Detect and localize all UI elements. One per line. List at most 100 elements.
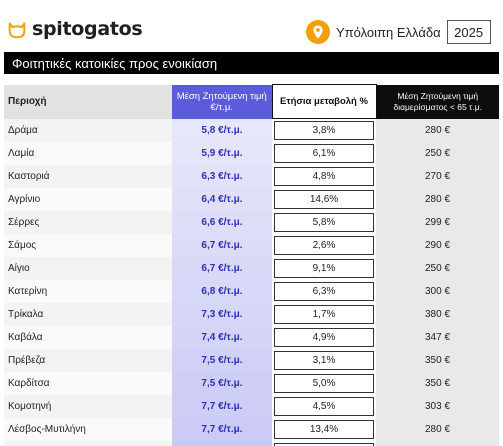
cell-area: Κομοτηνή [4, 395, 172, 418]
table-row: Τρίκαλα 7,3 €/τ.μ. 1,7% 380 € [4, 303, 499, 326]
region-label: Υπόλοιπη Ελλάδα [336, 24, 441, 40]
cell-max-price: 299 € [376, 211, 499, 234]
column-header-change: Ετήσια μεταβολή % [271, 84, 377, 119]
table-row: Καρδίτσα 7,5 €/τ.μ. 5,0% 350 € [4, 372, 499, 395]
brand-logo[interactable]: spitogatos [6, 16, 143, 42]
change-value: 13,4% [274, 420, 374, 439]
table-header-row: Περιοχή Μέση Ζητούμενη τιμή €/τ.μ. Ετήσι… [4, 84, 499, 119]
cell-max-price: 300 € [376, 280, 499, 303]
cell-area: Λαμία [4, 142, 172, 165]
table-row: Σέρρες 6,6 €/τ.μ. 5,8% 299 € [4, 211, 499, 234]
cell-price: 6,7 €/τ.μ. [172, 234, 272, 257]
table-row: Κατερίνη 6,8 €/τ.μ. 6,3% 300 € [4, 280, 499, 303]
column-header-price: Μέση Ζητούμενη τιμή €/τ.μ. [172, 84, 272, 119]
table-row: Αίγιο 6,7 €/τ.μ. 9,1% 250 € [4, 257, 499, 280]
brand-name: spitogatos [32, 18, 143, 40]
cell-max-price: 350 € [376, 441, 499, 446]
cell-max-price: 380 € [376, 303, 499, 326]
table-body: Δράμα 5,8 €/τ.μ. 3,8% 280 € Λαμία 5,9 €/τ.μ. 6… [4, 118, 499, 446]
change-value: 5,0% [274, 374, 374, 393]
cell-max-price: 290 € [376, 234, 499, 257]
cell-area: Τρίκαλα [4, 303, 172, 326]
cell-max-price: 303 € [376, 395, 499, 418]
cell-max-price: 350 € [376, 349, 499, 372]
cell-price: 7,3 €/τ.μ. [172, 303, 272, 326]
table-row: Αγρίνιο 6,4 €/τ.μ. 14,6% 280 € [4, 188, 499, 211]
cell-area: Σέρρες [4, 211, 172, 234]
cell-change: 18,0% [272, 441, 376, 446]
change-value: 3,8% [274, 121, 374, 140]
column-header-max-price: Μέση Ζητούμενη τιμή διαμερίσματος < 65 τ… [376, 84, 499, 119]
change-value: 5,8% [274, 213, 374, 232]
cell-area: Καβάλα [4, 326, 172, 349]
cell-max-price: 270 € [376, 165, 499, 188]
cell-change: 4,5% [272, 395, 376, 418]
table-row: Λαμία 5,9 €/τ.μ. 6,1% 250 € [4, 142, 499, 165]
cell-change: 13,4% [272, 418, 376, 441]
cell-change: 9,1% [272, 257, 376, 280]
cell-change: 3,8% [272, 119, 376, 143]
cell-price: 5,8 €/τ.μ. [172, 118, 272, 142]
cell-area: Πρέβεζα [4, 349, 172, 372]
cell-change: 4,8% [272, 165, 376, 188]
cell-area: Αγρίνιο [4, 188, 172, 211]
cell-max-price: 250 € [376, 257, 499, 280]
table-row: Δράμα 5,8 €/τ.μ. 3,8% 280 € [4, 118, 499, 143]
cell-change: 5,0% [272, 372, 376, 395]
cell-max-price: 350 € [376, 372, 499, 395]
cell-change: 1,7% [272, 303, 376, 326]
cell-max-price: 280 € [376, 188, 499, 211]
change-value: 6,3% [274, 282, 374, 301]
change-value: 3,1% [274, 351, 374, 370]
cell-area: Καρδίτσα [4, 372, 172, 395]
table-row: Σπάρτη7,8 €/τ.μ.18,0%350 € [4, 441, 499, 446]
table-row: Καβάλα 7,4 €/τ.μ. 4,9% 347 € [4, 326, 499, 349]
location-pin-icon [306, 20, 330, 44]
change-value: 4,9% [274, 328, 374, 347]
change-value: 18,0% [274, 443, 374, 446]
cell-change: 4,9% [272, 326, 376, 349]
cell-max-price: 347 € [376, 326, 499, 349]
cell-price: 6,6 €/τ.μ. [172, 211, 272, 234]
cat-icon [8, 22, 26, 39]
change-value: 1,7% [274, 305, 374, 324]
region-selector[interactable]: Υπόλοιπη Ελλάδα 2025 [306, 19, 491, 45]
column-header-area: Περιοχή [4, 84, 172, 119]
year-selector[interactable]: 2025 [446, 20, 491, 44]
change-value: 4,8% [274, 167, 374, 186]
cell-change: 3,1% [272, 349, 376, 372]
rentals-table: Περιοχή Μέση Ζητούμενη τιμή €/τ.μ. Ετήσι… [4, 84, 499, 446]
cell-area: Καστοριά [4, 165, 172, 188]
cell-price: 6,4 €/τ.μ. [172, 188, 272, 211]
cell-price: 6,3 €/τ.μ. [172, 165, 272, 188]
cell-area: Λέσβος-Μυτιλήνη [4, 418, 172, 441]
cell-price: 7,8 €/τ.μ. [172, 441, 272, 446]
table-row: Καστοριά 6,3 €/τ.μ. 4,8% 270 € [4, 165, 499, 188]
change-value: 6,1% [274, 144, 374, 163]
cell-change: 5,8% [272, 211, 376, 234]
cell-area: Σάμος [4, 234, 172, 257]
cell-max-price: 250 € [376, 142, 499, 165]
cell-area: Κατερίνη [4, 280, 172, 303]
table-row: Πρέβεζα 7,5 €/τ.μ. 3,1% 350 € [4, 349, 499, 372]
cell-price: 7,5 €/τ.μ. [172, 372, 272, 395]
table-row: Σάμος 6,7 €/τ.μ. 2,6% 290 € [4, 234, 499, 257]
cell-price: 7,4 €/τ.μ. [172, 326, 272, 349]
cell-price: 6,8 €/τ.μ. [172, 280, 272, 303]
cell-price: 7,5 €/τ.μ. [172, 349, 272, 372]
cell-area: Σπάρτη [4, 441, 172, 446]
cell-change: 6,3% [272, 280, 376, 303]
table-row: Κομοτηνή 7,7 €/τ.μ. 4,5% 303 € [4, 395, 499, 418]
cell-max-price: 280 € [376, 418, 499, 441]
cell-change: 14,6% [272, 188, 376, 211]
cell-change: 6,1% [272, 142, 376, 165]
cell-area: Δράμα [4, 118, 172, 142]
cell-price: 7,7 €/τ.μ. [172, 418, 272, 441]
header: spitogatos Υπόλοιπη Ελλάδα 2025 [0, 0, 503, 48]
change-value: 4,5% [274, 397, 374, 416]
cell-price: 7,7 €/τ.μ. [172, 395, 272, 418]
cell-price: 5,9 €/τ.μ. [172, 142, 272, 165]
page-title: Φοιτητικές κατοικίες προς ενοικίαση [4, 52, 499, 74]
cell-max-price: 280 € [376, 118, 499, 142]
change-value: 14,6% [274, 190, 374, 209]
